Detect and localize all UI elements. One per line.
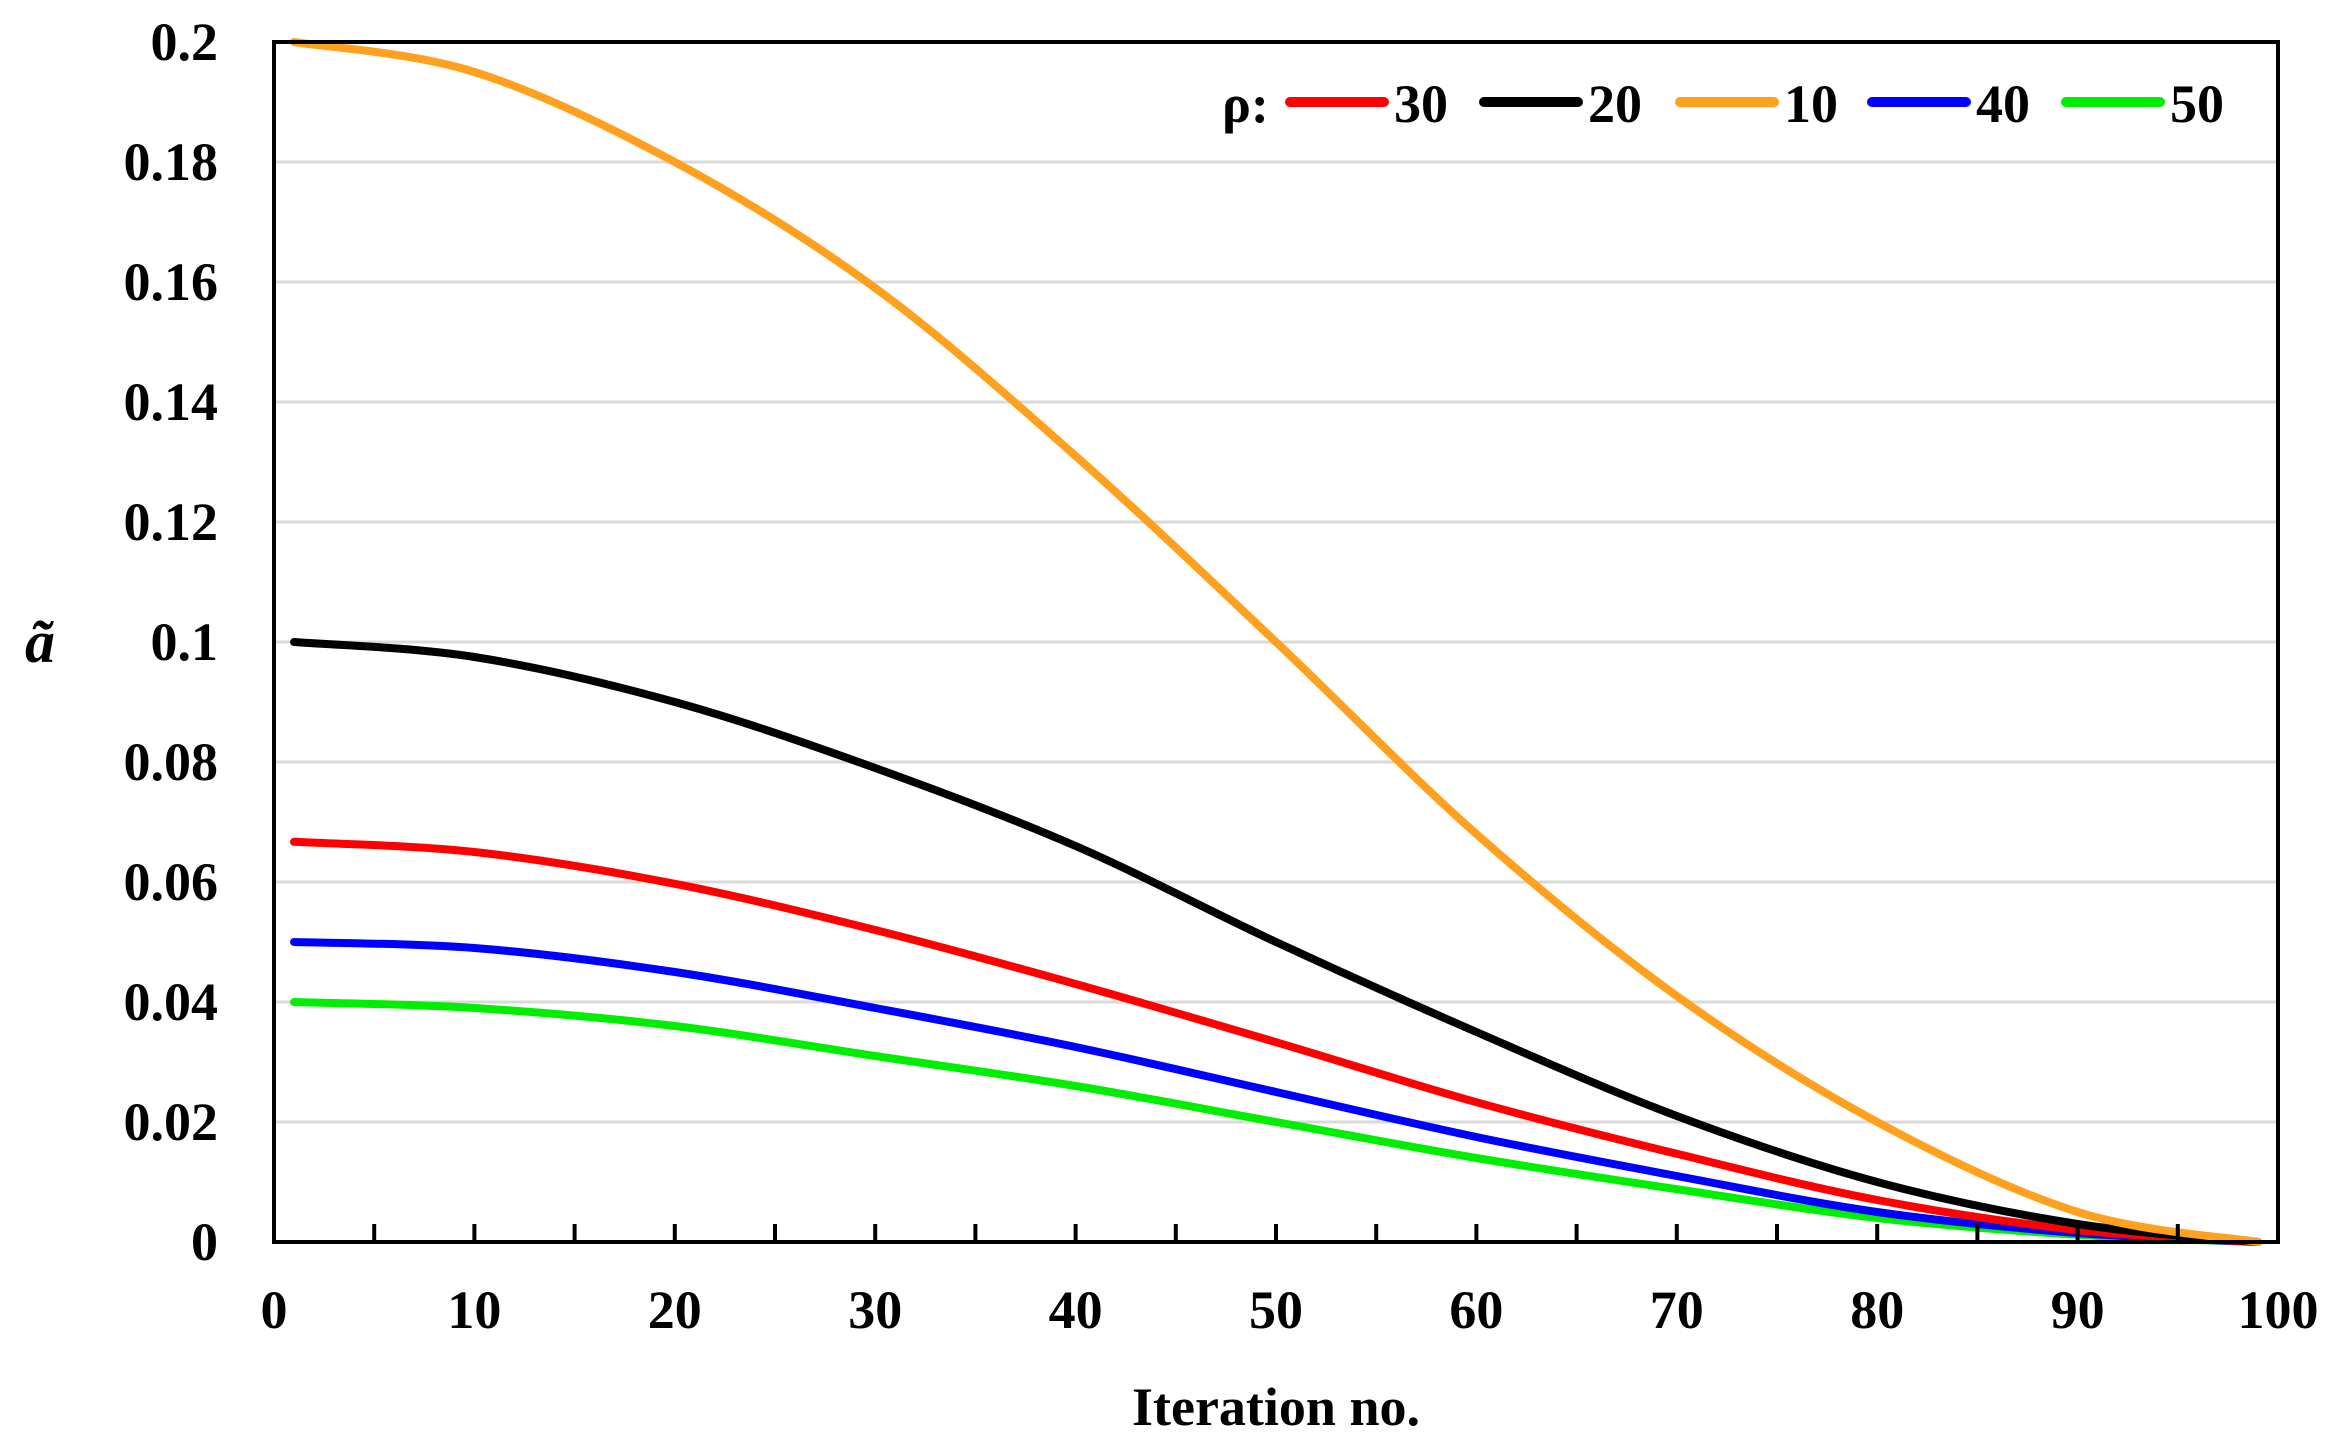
y-tick-label: 0.1 xyxy=(151,612,219,672)
y-tick-label: 0.04 xyxy=(124,972,219,1032)
x-tick-label: 10 xyxy=(447,1280,501,1340)
y-axis: 0 0.02 0.04 0.06 0.08 0.1 0.12 0.14 0.16 0.18 0.2 xyxy=(124,12,219,1272)
x-axis: 0 10 20 30 40 50 60 70 80 90 100 xyxy=(261,1224,2319,1340)
x-tick-label: 20 xyxy=(648,1280,702,1340)
y-tick-label: 0.18 xyxy=(124,132,219,192)
x-axis-label: Iteration no. xyxy=(1132,1377,1420,1437)
x-tick-label: 80 xyxy=(1850,1280,1904,1340)
y-axis-label: ã xyxy=(25,609,55,675)
x-tick-label: 40 xyxy=(1049,1280,1103,1340)
legend: ρ: 30 20 10 40 50 xyxy=(1222,74,2224,134)
legend-label-rho-50: 50 xyxy=(2170,74,2224,134)
legend-label-rho-20: 20 xyxy=(1588,74,1642,134)
x-tick-label: 30 xyxy=(848,1280,902,1340)
y-tick-label: 0.2 xyxy=(151,12,219,72)
y-tick-label: 0.16 xyxy=(124,252,219,312)
y-tick-label: 0.14 xyxy=(124,372,219,432)
legend-label-rho-30: 30 xyxy=(1394,74,1448,134)
y-tick-label: 0.08 xyxy=(124,732,219,792)
series-lines xyxy=(290,38,2262,1246)
legend-title: ρ: xyxy=(1222,74,1269,134)
x-tick-label: 100 xyxy=(2238,1280,2319,1340)
x-tick-label: 90 xyxy=(2051,1280,2105,1340)
y-tick-label: 0.02 xyxy=(124,1092,219,1152)
x-tick-label: 70 xyxy=(1650,1280,1704,1340)
y-tick-label: 0.12 xyxy=(124,492,219,552)
y-tick-label: 0.06 xyxy=(124,852,219,912)
series-line-rho-20 xyxy=(290,638,2262,1246)
x-tick-label: 0 xyxy=(261,1280,288,1340)
legend-label-rho-10: 10 xyxy=(1784,74,1838,134)
series-line-rho-40 xyxy=(290,938,2262,1246)
x-tick-label: 60 xyxy=(1449,1280,1503,1340)
series-line-rho-10 xyxy=(290,38,2262,1246)
series-line-rho-30 xyxy=(290,837,2262,1246)
series-line-rho-50 xyxy=(290,998,2262,1246)
x-tick-label: 50 xyxy=(1249,1280,1303,1340)
legend-label-rho-40: 40 xyxy=(1976,74,2030,134)
y-tick-label: 0 xyxy=(191,1212,218,1272)
